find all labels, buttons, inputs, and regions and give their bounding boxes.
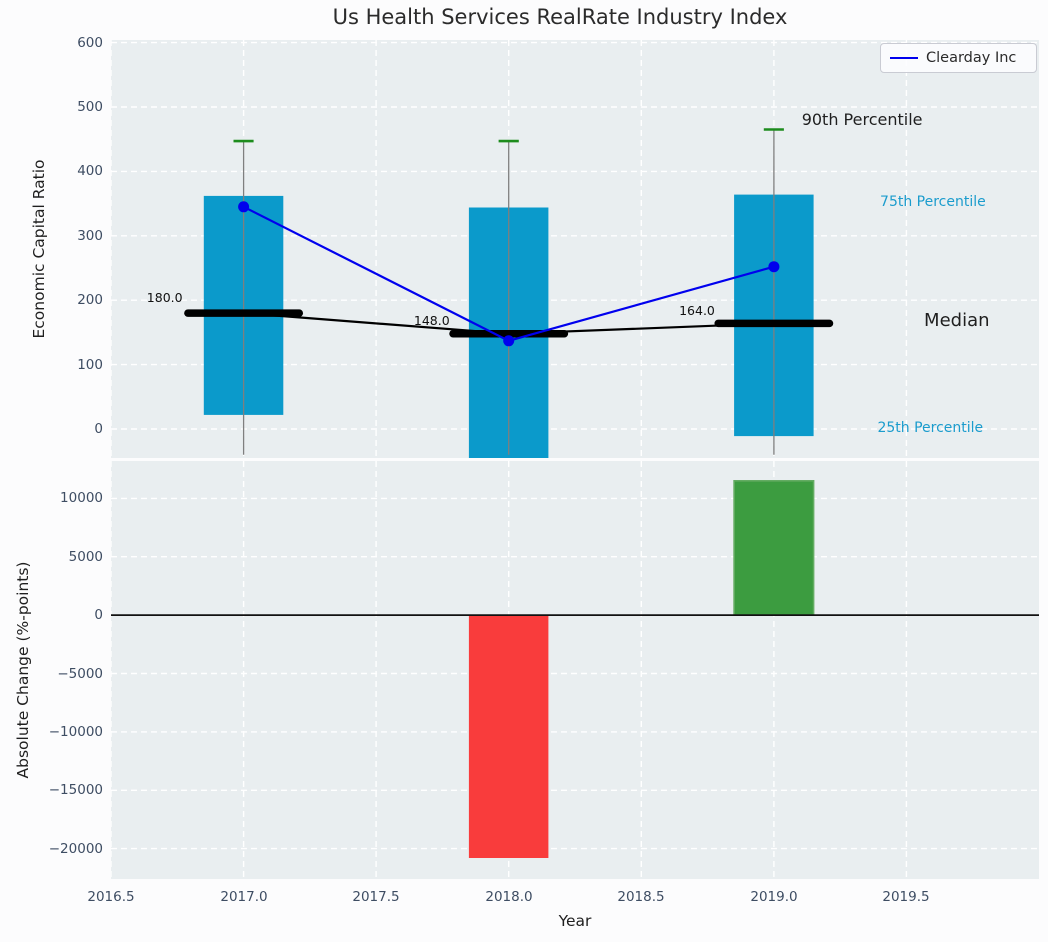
bottom-y-tick-label: −5000	[57, 666, 103, 682]
legend-line-swatch	[890, 57, 918, 59]
top-y-tick-label: 300	[77, 228, 103, 244]
change-bar-positive	[733, 479, 815, 616]
bottom-y-tick-label: 5000	[68, 549, 103, 565]
top-y-tick-label: 200	[77, 292, 103, 308]
bottom-y-tick-label: −15000	[48, 782, 103, 798]
legend: Clearday Inc	[880, 43, 1037, 73]
series-point	[503, 335, 515, 347]
bottom-y-tick-label: −10000	[48, 724, 103, 740]
bottom-y-tick-label: 10000	[60, 490, 103, 506]
series-point	[238, 201, 250, 213]
x-tick-label: 2017.0	[220, 889, 268, 905]
x-tick-label: 2017.5	[352, 889, 400, 905]
median-value-label: 148.0	[413, 312, 450, 328]
median-value-label: 164.0	[679, 302, 715, 318]
bottom-chart-panel	[111, 461, 1039, 879]
top-chart-canvas	[111, 40, 1039, 458]
median-value-label: 180.0	[146, 290, 183, 306]
series-point	[768, 261, 780, 273]
bottom-y-tick-label: 0	[94, 607, 103, 623]
change-bar-negative	[468, 615, 549, 858]
bottom-y-tick-label: −20000	[48, 841, 103, 857]
bottom-chart-canvas	[111, 461, 1039, 879]
x-tick-label: 2016.5	[87, 889, 135, 905]
percentile-annotation: 90th Percentile	[801, 109, 923, 129]
legend-label: Clearday Inc	[926, 50, 1017, 66]
percentile-annotation: 25th Percentile	[877, 419, 984, 436]
percentile-annotation: Median	[924, 309, 990, 331]
bottom-y-axis-label: Absolute Change (%-points)	[14, 561, 32, 779]
x-tick-label: 2019.5	[882, 889, 930, 905]
chart-title: Us Health Services RealRate Industry Ind…	[332, 5, 788, 29]
top-y-tick-label: 0	[94, 421, 103, 437]
x-tick-label: 2018.5	[617, 889, 665, 905]
top-y-tick-label: 100	[77, 357, 103, 373]
top-y-tick-label: 500	[77, 99, 103, 115]
x-tick-label: 2018.0	[485, 889, 533, 905]
top-chart-panel: 180.0 148.0 164.0 90th Percentile 75th Perce…	[111, 40, 1039, 458]
top-y-tick-label: 600	[77, 35, 103, 51]
top-y-tick-label: 400	[77, 163, 103, 179]
percentile-annotation: 75th Percentile	[880, 193, 986, 210]
top-y-axis-label: Economic Capital Ratio	[30, 159, 48, 339]
x-axis-label: Year	[558, 912, 592, 930]
x-tick-label: 2019.0	[750, 889, 798, 905]
